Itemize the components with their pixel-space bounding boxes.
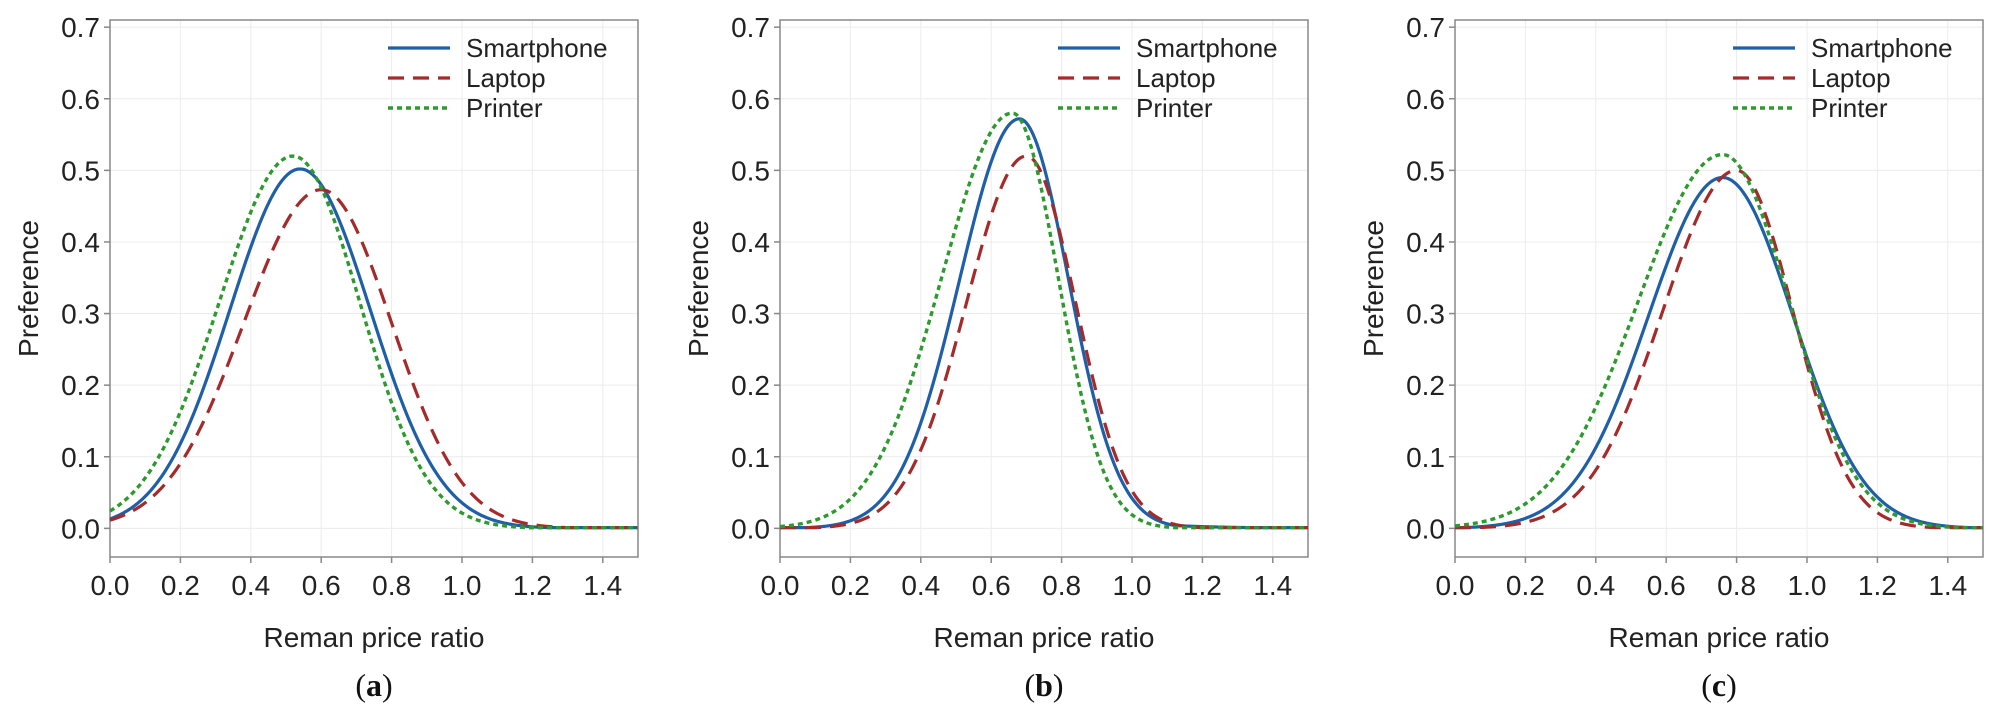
x-tick-label: 1.0 [443, 570, 482, 601]
panel-label-letter: a [366, 667, 382, 703]
series-line-smartphone [1455, 175, 1983, 530]
panel-c: 0.0 0.1 0.2 0.3 0.4 0.5 0.6 0.7 0.0 0.2 0.4 0.6 0.8 1… [1358, 12, 1984, 703]
y-axis-title: Preference [1358, 220, 1389, 357]
x-tick-label: 0.8 [372, 570, 411, 601]
legend-label-printer: Printer [1811, 93, 1888, 123]
x-tick-label: 1.2 [1183, 570, 1222, 601]
y-axis-title: Preference [683, 220, 714, 357]
y-tick-label: 0.3 [61, 299, 100, 330]
y-tick-label: 0.6 [1406, 84, 1445, 115]
x-tick-label: 1.4 [1928, 570, 1967, 601]
y-axis-title: Preference [13, 220, 44, 357]
y-tick-label: 0.2 [1406, 370, 1445, 401]
series-line-printer [109, 154, 638, 530]
panel-label: (b) [1024, 667, 1063, 703]
legend-label-laptop: Laptop [1811, 63, 1891, 93]
x-axis-title: Reman price ratio [264, 622, 485, 653]
y-tick-label: 0.0 [1406, 513, 1445, 544]
x-tick-label: 0.6 [302, 570, 341, 601]
x-tick-label: 0.2 [1506, 570, 1545, 601]
x-tick-label: 0.4 [231, 570, 270, 601]
y-tick-label: 0.6 [61, 84, 100, 115]
x-tick-label: 0.8 [1042, 570, 1081, 601]
y-tick-label: 0.4 [1406, 227, 1445, 258]
panel-a: 0.0 0.1 0.2 0.3 0.4 0.5 0.6 0.7 0.0 0.2 0.4 0.6 0.8 1… [13, 12, 639, 703]
y-tick-label: 0.5 [1406, 155, 1445, 186]
panel-label-close: ) [382, 667, 393, 703]
x-tick-label: 0.4 [901, 570, 940, 601]
x-tick-label: 1.2 [1858, 570, 1897, 601]
legend-label-laptop: Laptop [466, 63, 546, 93]
x-tick-label: 1.0 [1788, 570, 1827, 601]
y-tick-label: 0.1 [1406, 442, 1445, 473]
y-tick-label: 0.2 [731, 370, 770, 401]
x-tick-label: 0.6 [972, 570, 1011, 601]
y-tick-label: 0.6 [731, 84, 770, 115]
y-tick-label: 0.4 [731, 227, 770, 258]
y-tick-label: 0.1 [731, 442, 770, 473]
x-axis-title: Reman price ratio [934, 622, 1155, 653]
panel-label-close: ) [1726, 667, 1737, 703]
series-line-smartphone [780, 117, 1308, 530]
y-tick-label: 0.7 [1406, 12, 1445, 43]
panel-label-letter: b [1035, 667, 1053, 703]
series-line-laptop [109, 188, 638, 530]
series-line-printer [1454, 152, 1983, 530]
x-tick-label: 1.0 [1113, 570, 1152, 601]
panel-label-letter: c [1712, 667, 1726, 703]
y-tick-label: 0.0 [61, 513, 100, 544]
legend-label-printer: Printer [466, 93, 543, 123]
y-tick-label: 0.5 [61, 155, 100, 186]
legend-label-smartphone: Smartphone [1811, 33, 1953, 63]
x-axis-title: Reman price ratio [1609, 622, 1830, 653]
plot-frame [109, 19, 639, 558]
x-tick-label: 1.2 [513, 570, 552, 601]
x-tick-label: 0.6 [1647, 570, 1686, 601]
series-line-printer [779, 111, 1308, 530]
legend-label-smartphone: Smartphone [1136, 33, 1278, 63]
y-tick-label: 0.3 [731, 299, 770, 330]
legend-label-laptop: Laptop [1136, 63, 1216, 93]
panel-label: (a) [355, 667, 392, 703]
y-tick-label: 0.4 [61, 227, 100, 258]
y-tick-label: 0.1 [61, 442, 100, 473]
x-tick-label: 0.0 [1436, 570, 1475, 601]
x-tick-label: 0.4 [1576, 570, 1615, 601]
x-tick-label: 1.4 [583, 570, 622, 601]
y-tick-label: 0.5 [731, 155, 770, 186]
legend-label-smartphone: Smartphone [466, 33, 608, 63]
x-tick-label: 0.8 [1717, 570, 1756, 601]
series-line-laptop [1455, 168, 1983, 530]
x-tick-label: 0.0 [761, 570, 800, 601]
y-tick-label: 0.2 [61, 370, 100, 401]
panel-label-open: ( [1024, 667, 1035, 703]
panel-label: (c) [1701, 667, 1737, 703]
y-tick-label: 0.0 [731, 513, 770, 544]
x-tick-label: 0.2 [831, 570, 870, 601]
plot-frame [1454, 19, 1984, 558]
x-tick-label: 1.4 [1253, 570, 1292, 601]
panel-label-close: ) [1053, 667, 1064, 703]
series-line-laptop [780, 154, 1308, 530]
y-tick-label: 0.7 [61, 12, 100, 43]
y-tick-label: 0.3 [1406, 299, 1445, 330]
x-tick-label: 0.0 [91, 570, 130, 601]
x-tick-label: 0.2 [161, 570, 200, 601]
panel-b: 0.0 0.1 0.2 0.3 0.4 0.5 0.6 0.7 0.0 0.2 0.4 0.6 0.8 1… [683, 12, 1309, 703]
legend-label-printer: Printer [1136, 93, 1213, 123]
plot-frame [779, 19, 1309, 558]
panel-label-open: ( [1701, 667, 1712, 703]
y-tick-label: 0.7 [731, 12, 770, 43]
panel-label-open: ( [355, 667, 366, 703]
